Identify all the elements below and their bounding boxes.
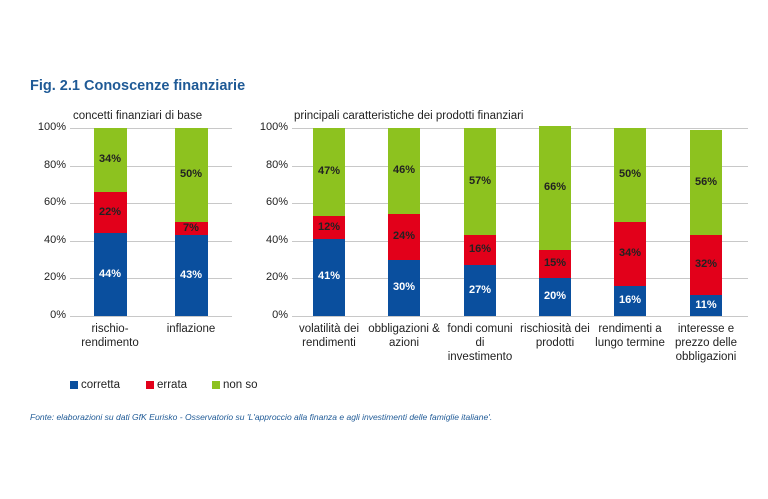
- gridline: [70, 316, 232, 317]
- gridline: [70, 278, 232, 280]
- data-label: 12%: [317, 220, 341, 233]
- legend-label: corretta: [81, 379, 120, 391]
- data-label: 22%: [98, 205, 122, 218]
- data-label: 15%: [543, 257, 567, 270]
- bar-segment-non-so: [388, 128, 420, 215]
- bar-segment-errata: [93, 191, 127, 234]
- source-note: Fonte: elaborazioni su dati GfK Eurisko …: [30, 412, 493, 422]
- gridline: [292, 165, 748, 167]
- legend-non-so: non so: [212, 379, 258, 391]
- gridline: [70, 203, 232, 205]
- legend-swatch: [212, 381, 220, 389]
- gridline: [292, 278, 748, 280]
- y-tick-label: 100%: [259, 121, 288, 133]
- data-label: 66%: [543, 181, 567, 194]
- bar-segment-corretta: [690, 295, 722, 316]
- data-label: 56%: [694, 175, 718, 188]
- data-label: 47%: [317, 165, 341, 178]
- data-label: 30%: [392, 280, 416, 293]
- category-label: interesse e prezzo delle obbligazioni: [674, 323, 737, 363]
- y-tick-label: 60%: [265, 196, 288, 209]
- data-label: 24%: [392, 230, 416, 243]
- bar-segment-non-so: [313, 128, 345, 217]
- data-label: 41%: [317, 270, 341, 283]
- data-label: 32%: [694, 258, 718, 271]
- data-label: 11%: [695, 298, 717, 311]
- data-label: 44%: [98, 267, 122, 280]
- legend-errata: errata: [146, 379, 187, 391]
- bar-segment-corretta: [313, 238, 345, 316]
- bar-segment-errata: [388, 214, 420, 260]
- y-tick-label: 60%: [43, 196, 66, 209]
- y-tick-label: 20%: [43, 271, 66, 284]
- category-label: volatilità dei rendimenti: [298, 323, 360, 349]
- bar-segment-non-so: [539, 126, 571, 251]
- bar-segment-non-so: [174, 128, 208, 222]
- bar-segment-errata: [539, 250, 571, 279]
- legend-label: errata: [157, 379, 188, 391]
- data-label: 34%: [618, 246, 642, 259]
- data-label: 27%: [468, 283, 492, 296]
- bar-segment-corretta: [614, 285, 646, 316]
- bar-segment-errata: [614, 222, 646, 286]
- bar-segment-corretta: [464, 265, 496, 316]
- bar-segment-non-so: [614, 128, 646, 222]
- gridline: [292, 203, 748, 205]
- gridline: [70, 165, 232, 167]
- y-tick-label: 40%: [265, 233, 288, 246]
- bar-segment-non-so: [464, 128, 496, 236]
- legend-label: non so: [223, 379, 258, 391]
- legend-corretta: corretta: [70, 379, 120, 391]
- data-label: 46%: [392, 164, 416, 177]
- bar-segment-non-so: [93, 128, 127, 192]
- y-tick-label: 100%: [37, 121, 66, 133]
- legend-swatch: [146, 381, 154, 389]
- bar-segment-non-so: [690, 129, 722, 236]
- figure-title: Fig. 2.1 Conoscenze finanziarie: [30, 78, 246, 94]
- category-label: rendimenti a lungo termine: [595, 323, 665, 349]
- data-label: 7%: [183, 221, 199, 234]
- bar-segment-errata: [313, 216, 345, 239]
- category-label: inflazione: [166, 323, 216, 335]
- data-label: 20%: [543, 290, 567, 303]
- y-tick-label: 0%: [50, 309, 66, 321]
- category-label: rischio-rendimento: [81, 323, 139, 349]
- category-label: obbligazioni & azioni: [368, 323, 440, 349]
- data-label: 57%: [468, 174, 492, 187]
- bar-segment-corretta: [174, 235, 208, 316]
- category-label: rischiosità dei prodotti: [520, 323, 590, 349]
- y-tick-label: 20%: [265, 271, 288, 284]
- gridline: [70, 128, 232, 129]
- y-tick-label: 40%: [43, 233, 66, 246]
- y-tick-label: 80%: [265, 158, 288, 171]
- y-tick-label: 80%: [43, 158, 66, 171]
- data-label: 16%: [618, 293, 642, 306]
- right-chart-title: principali caratteristiche dei prodotti …: [294, 110, 524, 122]
- bar-segment-corretta: [93, 233, 127, 316]
- gridline: [292, 316, 748, 317]
- data-label: 43%: [179, 268, 203, 281]
- bar-segment-errata: [174, 222, 208, 236]
- data-label: 16%: [468, 243, 492, 256]
- bar-segment-corretta: [388, 259, 420, 316]
- bar-segment-errata: [464, 235, 496, 266]
- gridline: [292, 128, 748, 129]
- bar-segment-corretta: [539, 278, 571, 316]
- bar-segment-errata: [690, 235, 722, 296]
- gridline: [292, 240, 748, 242]
- data-label: 34%: [98, 152, 122, 165]
- left-chart-title: concetti finanziari di base: [73, 110, 203, 122]
- category-label: fondi comuni di investimento: [447, 323, 513, 363]
- y-tick-label: 0%: [272, 309, 288, 321]
- data-label: 50%: [618, 168, 642, 180]
- legend-swatch: [70, 381, 78, 389]
- data-label: 50%: [179, 168, 203, 180]
- gridline: [70, 240, 232, 242]
